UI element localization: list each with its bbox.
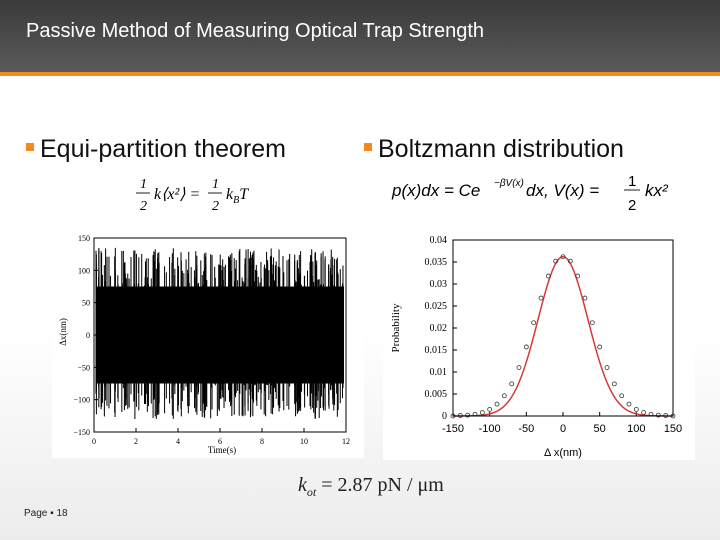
x-axis-label: Time(s): [208, 445, 236, 455]
svg-text:1: 1: [628, 173, 636, 190]
y-tick-label: 0.015: [425, 345, 448, 356]
data-point: [626, 401, 632, 407]
data-point: [567, 258, 573, 264]
data-point: [655, 412, 661, 418]
y-tick-label: −150: [73, 428, 90, 437]
svg-text:−βV(x): −βV(x): [494, 178, 524, 189]
data-point: [619, 393, 625, 399]
bullet-square-icon: [364, 143, 372, 152]
x-tick-label: -50: [518, 423, 534, 435]
data-point: [597, 344, 603, 350]
distribution-chart: 0.040.0350.030.0250.020.0150.010.0050-15…: [383, 228, 695, 460]
y-axis-label: Δx(nm): [58, 318, 68, 346]
y-tick-label: 0.035: [425, 257, 448, 268]
svg-text:dx, V(x) =: dx, V(x) =: [526, 181, 599, 200]
data-point: [465, 412, 471, 418]
header-accent-bar: [0, 72, 720, 76]
page-number: Page ▪ 18: [24, 508, 68, 519]
result-value: = 2.87 pN / μm: [316, 474, 444, 496]
data-point: [531, 320, 537, 326]
x-tick-label: 2: [134, 437, 138, 446]
data-point: [501, 393, 507, 399]
svg-text:kBT: kBT: [226, 186, 249, 206]
bullet-equipartition: Equi-partition theorem: [26, 135, 286, 164]
data-point: [604, 365, 610, 371]
bullet-boltzmann: Boltzmann distribution: [364, 135, 624, 164]
x-tick-label: 50: [594, 423, 606, 435]
gaussian-fit-line: [453, 255, 673, 417]
x-tick-label: 10: [300, 437, 308, 446]
x-tick-label: 0: [560, 423, 566, 435]
x-tick-label: 8: [260, 437, 264, 446]
bullet-text: Equi-partition theorem: [40, 135, 286, 163]
x-axis-label: Δ x(nm): [544, 447, 582, 459]
chart-background: [383, 228, 695, 460]
data-point: [479, 410, 485, 415]
data-point: [582, 295, 588, 301]
x-tick-label: 4: [176, 437, 180, 446]
bullet-text: Boltzmann distribution: [378, 135, 624, 163]
y-axis-label: Probability: [390, 303, 402, 352]
y-tick-label: 0.005: [425, 389, 448, 400]
y-tick-label: 0: [86, 331, 90, 340]
y-tick-label: −50: [77, 363, 90, 372]
data-point: [553, 258, 559, 264]
y-tick-label: 50: [82, 299, 90, 308]
x-tick-label: -100: [479, 423, 501, 435]
y-tick-label: 0.03: [430, 279, 448, 290]
x-tick-label: 6: [218, 437, 222, 446]
y-tick-label: 0: [442, 411, 447, 422]
y-tick-label: −100: [73, 396, 90, 405]
result-subscript: ot: [306, 485, 317, 499]
x-tick-label: 12: [342, 437, 350, 446]
x-tick-label: 100: [627, 423, 645, 435]
y-tick-label: 0.01: [430, 367, 448, 378]
boltzmann-formula: p(x)dx = Ce −βV(x) dx, V(x) = 1 2 kx²: [391, 173, 669, 214]
data-point: [516, 365, 522, 371]
data-point: [494, 401, 500, 407]
svg-text:2: 2: [140, 199, 147, 214]
data-point: [523, 344, 529, 350]
y-tick-label: 0.02: [430, 323, 448, 334]
plot-frame: [93, 237, 347, 433]
svg-text:p(x)dx = Ce: p(x)dx = Ce: [391, 181, 480, 200]
data-point: [633, 406, 639, 412]
data-point: [641, 410, 647, 415]
svg-text:kx²: kx²: [645, 181, 669, 200]
slide-header: Passive Method of Measuring Optical Trap…: [0, 0, 720, 76]
data-point: [509, 381, 515, 387]
y-tick-label: 0.025: [425, 301, 448, 312]
svg-text:2: 2: [212, 199, 219, 214]
data-point: [611, 381, 617, 387]
x-tick-label: 150: [664, 423, 682, 435]
y-tick-label: 100: [78, 266, 90, 275]
data-point: [589, 320, 595, 326]
bullet-square-icon: [26, 143, 34, 152]
data-point: [538, 295, 544, 301]
x-tick-label: 0: [92, 437, 96, 446]
result-symbol: k: [298, 474, 307, 496]
plot-frame: [452, 239, 674, 417]
x-tick-label: -150: [442, 423, 464, 435]
svg-text:2: 2: [628, 197, 636, 214]
data-point: [545, 273, 551, 279]
y-tick-label: 150: [78, 234, 90, 243]
y-tick-label: 0.04: [430, 235, 448, 246]
svg-text:1: 1: [212, 177, 219, 192]
svg-text:1: 1: [140, 177, 147, 192]
equipartition-formula: 1 2 k⟨x²⟩ = 1 2 kBT: [136, 177, 249, 214]
data-point: [560, 254, 566, 260]
data-point: [575, 273, 581, 279]
data-point: [487, 406, 493, 412]
trap-stiffness-result: kot = 2.87 pN / μm: [298, 474, 444, 500]
slide-title: Passive Method of Measuring Optical Trap…: [26, 20, 485, 42]
svg-text:k⟨x²⟩ =: k⟨x²⟩ =: [154, 186, 200, 203]
